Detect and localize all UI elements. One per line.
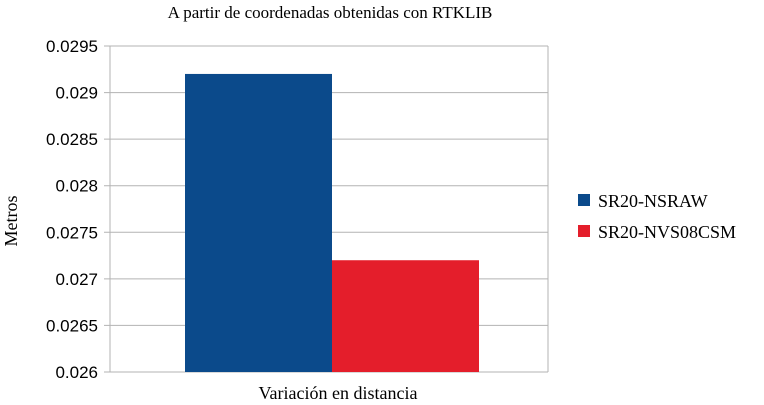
bar-sr20-nsraw (185, 73, 332, 372)
y-axis-ticks: 0.026 0.0265 0.027 0.0275 0.028 0.0285 0.029 0.… (46, 37, 98, 382)
legend-label: SR20-NVS08CSM (598, 222, 736, 242)
plot-area (109, 46, 549, 372)
chart-title: A partir de coordenadas obtenidas con RT… (168, 3, 493, 22)
y-tick-label: 0.0285 (46, 130, 98, 149)
y-axis-label: Metros (1, 196, 21, 247)
y-tick-label: 0.027 (55, 270, 98, 289)
legend-swatch (578, 194, 590, 206)
y-tick-label: 0.0265 (46, 316, 98, 335)
legend-label: SR20-NSRAW (598, 191, 708, 211)
y-tick-label: 0.0275 (46, 223, 98, 242)
legend: SR20-NSRAW SR20-NVS08CSM (578, 191, 736, 242)
y-tick-label: 0.029 (55, 84, 98, 103)
bars-group (185, 73, 479, 372)
legend-swatch (578, 225, 590, 237)
y-tick-label: 0.026 (55, 363, 98, 382)
y-tick-label: 0.0295 (46, 37, 98, 56)
x-axis-label: Variación en distancia (259, 383, 418, 403)
bar-sr20-nvs08csm (332, 260, 479, 372)
y-tick-label: 0.028 (55, 177, 98, 196)
